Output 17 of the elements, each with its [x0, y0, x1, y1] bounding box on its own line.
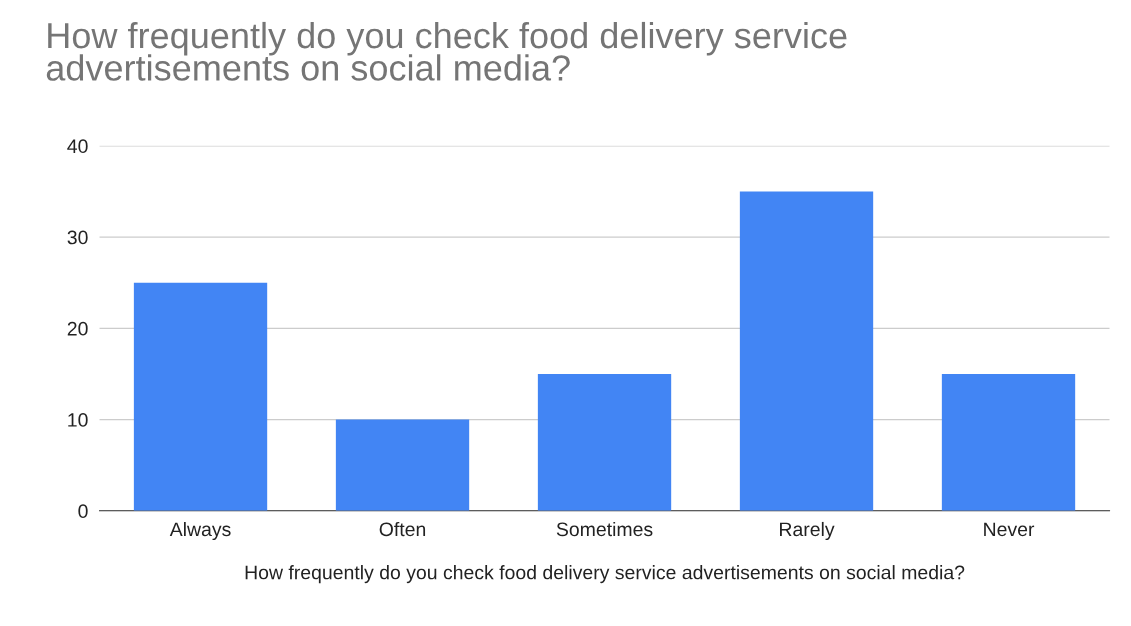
x-tick-label: Never	[984, 522, 1035, 537]
chart-title: How frequently do you check food delivery service advertisements on social media?	[46, 21, 847, 81]
bar	[537, 373, 672, 511]
y-tick-label: 30	[67, 230, 88, 245]
x-tick-label: Often	[379, 521, 426, 537]
bar	[133, 282, 268, 511]
bar	[941, 373, 1076, 511]
y-tick-label: 10	[68, 413, 88, 427]
bar	[335, 419, 470, 511]
bar	[739, 191, 874, 511]
y-tick-label: 0	[78, 504, 88, 519]
x-tick-label: Sometimes	[556, 521, 653, 537]
x-axis-title: How frequently do you check food delivery service advertisements on social media?	[245, 565, 965, 584]
y-tick-label: 20	[67, 321, 88, 336]
x-tick-label: Rarely	[780, 521, 835, 541]
x-tick-label: Always	[169, 521, 231, 541]
y-tick-label: 40	[67, 139, 88, 154]
